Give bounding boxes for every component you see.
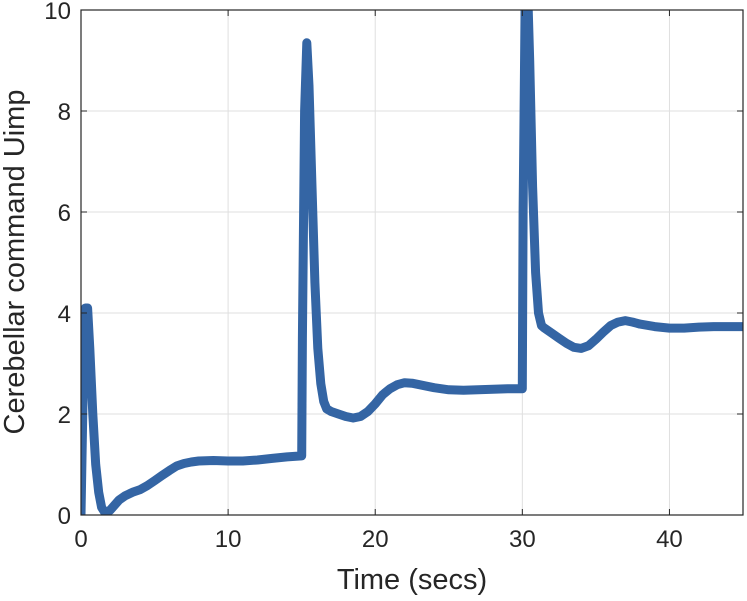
series-line [81,10,743,515]
x-tick-label: 30 [509,526,536,553]
y-tick-label: 2 [58,402,71,429]
x-tick-label: 40 [656,526,683,553]
y-tick-label: 10 [44,0,71,25]
plot-background [81,10,743,515]
y-tick-labels: 0 2 4 6 8 10 [44,0,71,530]
y-tick-label: 0 [58,503,71,530]
x-tick-label: 20 [362,526,389,553]
tick-marks [80,9,743,516]
x-tick-label: 10 [215,526,242,553]
x-tick-labels: 0 10 20 30 40 [74,526,682,553]
x-axis-label: Time (secs) [337,564,487,596]
x-tick-label: 0 [74,526,87,553]
series-group [81,10,743,515]
y-tick-label: 4 [58,301,71,328]
axes-frame [80,9,744,516]
y-tick-label: 8 [58,99,71,126]
y-tick-label: 6 [58,200,71,227]
y-axis-label: Cerebellar command Uimp [0,90,31,435]
